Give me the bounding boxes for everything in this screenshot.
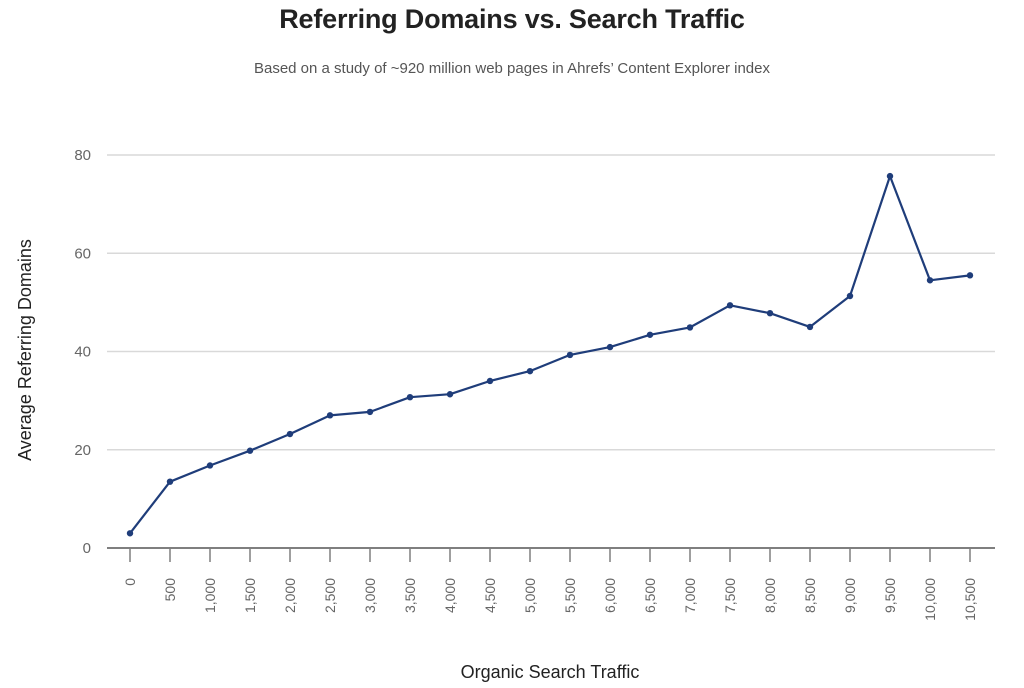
data-point-4500[interactable] bbox=[486, 377, 494, 385]
x-tick-label: 8,500 bbox=[802, 578, 818, 613]
data-point-9500[interactable] bbox=[886, 172, 894, 180]
data-point-2500[interactable] bbox=[326, 412, 334, 419]
y-tick-label: 60 bbox=[74, 245, 91, 262]
data-point-4000[interactable] bbox=[446, 391, 454, 398]
y-axis-title: Average Referring Domains bbox=[15, 239, 35, 461]
x-tick-label: 6,500 bbox=[642, 578, 658, 613]
data-point-7000[interactable] bbox=[686, 324, 694, 331]
x-tick-label: 4,500 bbox=[482, 578, 498, 613]
x-tick-label: 4,000 bbox=[442, 578, 458, 613]
y-tick-label: 0 bbox=[83, 540, 91, 557]
x-tick-label: 7,500 bbox=[722, 578, 738, 613]
series-line bbox=[129, 175, 971, 534]
x-tick-label: 2,000 bbox=[282, 578, 298, 613]
y-tick-label: 40 bbox=[74, 344, 91, 361]
gridlines bbox=[107, 154, 995, 451]
x-tick-label: 5,000 bbox=[522, 578, 538, 613]
x-tick-label: 0 bbox=[122, 578, 138, 586]
x-tick-label: 8,000 bbox=[762, 578, 778, 613]
x-tick-label: 10,500 bbox=[962, 578, 978, 621]
data-point-2000[interactable] bbox=[286, 430, 294, 438]
axes: 0 20 40 60 80 0 500 1,000 1,500 2,000 2,500 3,000 3,… bbox=[74, 147, 995, 621]
x-tick-label: 1,500 bbox=[242, 578, 258, 613]
data-point-5000[interactable] bbox=[526, 367, 534, 375]
x-tick-label: 3,500 bbox=[402, 578, 418, 613]
data-point-1000[interactable] bbox=[206, 462, 214, 469]
data-point-1500[interactable] bbox=[246, 447, 254, 454]
data-point-6000[interactable] bbox=[606, 343, 614, 351]
x-tick-label: 1,000 bbox=[202, 578, 218, 613]
x-tick-label: 5,500 bbox=[562, 578, 578, 613]
data-point-0[interactable] bbox=[126, 530, 134, 537]
x-tick-label: 3,000 bbox=[362, 578, 378, 613]
series-layer bbox=[126, 172, 974, 537]
data-point-7500[interactable] bbox=[726, 302, 734, 309]
chart-subtitle: Based on a study of ~920 million web pag… bbox=[253, 60, 770, 77]
x-tick-label: 500 bbox=[162, 578, 178, 602]
data-point-8500[interactable] bbox=[806, 323, 814, 331]
data-point-9000[interactable] bbox=[846, 292, 854, 300]
data-point-500[interactable] bbox=[166, 478, 174, 485]
x-tick-label: 9,000 bbox=[842, 578, 858, 613]
y-tick-label: 20 bbox=[74, 442, 91, 459]
x-tick-label: 7,000 bbox=[682, 578, 698, 613]
y-tick-label: 80 bbox=[74, 147, 91, 164]
data-point-10500[interactable] bbox=[966, 272, 974, 279]
data-point-8000[interactable] bbox=[766, 309, 774, 317]
data-point-3000[interactable] bbox=[366, 408, 374, 416]
data-point-10000[interactable] bbox=[926, 277, 934, 284]
x-tick-label: 9,500 bbox=[882, 578, 898, 613]
x-axis-title: Organic Search Traffic bbox=[461, 662, 640, 682]
chart-title: Referring Domains vs. Search Traffic bbox=[279, 4, 745, 34]
x-tick-label: 6,000 bbox=[602, 578, 618, 613]
data-point-5500[interactable] bbox=[566, 351, 574, 359]
data-point-3500[interactable] bbox=[406, 393, 414, 401]
x-tick-label: 2,500 bbox=[322, 578, 338, 613]
x-tick-label: 10,000 bbox=[922, 578, 938, 621]
data-point-6500[interactable] bbox=[646, 331, 654, 338]
